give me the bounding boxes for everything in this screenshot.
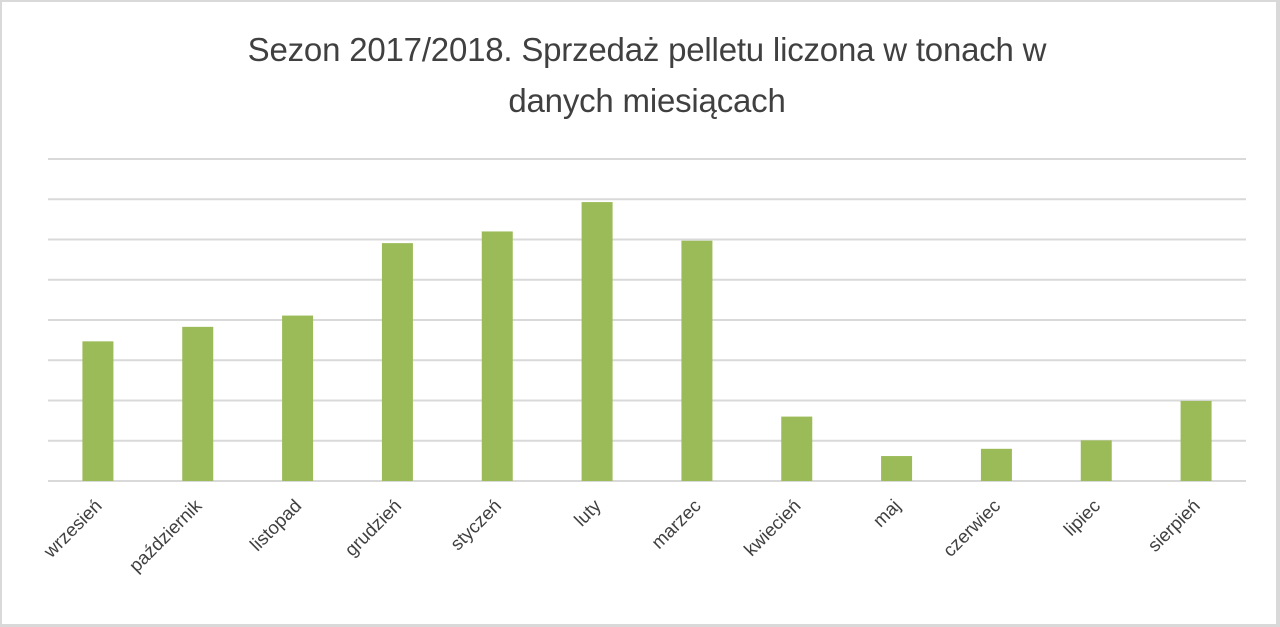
x-axis-label: wrzesień — [39, 495, 106, 562]
bar-8 — [881, 456, 913, 481]
x-axis-label: luty — [570, 494, 606, 530]
x-axis-label: styczeń — [446, 495, 505, 554]
bar-9 — [980, 448, 1012, 481]
x-axis-label: kwiecień — [740, 495, 805, 560]
x-axis-label: listopad — [245, 495, 305, 555]
x-axis-label: lipiec — [1059, 495, 1104, 540]
chart-title-line-1: Sezon 2017/2018. Sprzedaż pelletu liczon… — [247, 31, 1047, 68]
x-axis-label: czerwiec — [939, 495, 1005, 561]
bar-11 — [1180, 400, 1212, 481]
bar-1 — [182, 326, 214, 481]
x-axis-label: październik — [125, 494, 207, 576]
gridlines — [48, 158, 1246, 482]
bar-10 — [1080, 440, 1112, 481]
x-axis-label: maj — [868, 495, 904, 531]
bar-5 — [581, 202, 613, 481]
x-axis-label: grudzień — [340, 495, 405, 560]
bar-0 — [82, 341, 114, 481]
bar-4 — [481, 231, 513, 481]
x-axis-label: marzec — [647, 495, 705, 553]
bar-2 — [282, 315, 314, 481]
bar-3 — [381, 243, 413, 481]
chart-title: Sezon 2017/2018. Sprzedaż pelletu liczon… — [2, 24, 1276, 126]
bar-series — [82, 202, 1212, 481]
bar-6 — [681, 240, 713, 481]
bar-7 — [781, 416, 813, 481]
x-axis-labels: wrzesień październik listopad grudzień stycz… — [39, 494, 1204, 576]
chart-title-line-2: danych miesiącach — [508, 82, 786, 119]
x-axis-label: sierpień — [1143, 495, 1204, 556]
